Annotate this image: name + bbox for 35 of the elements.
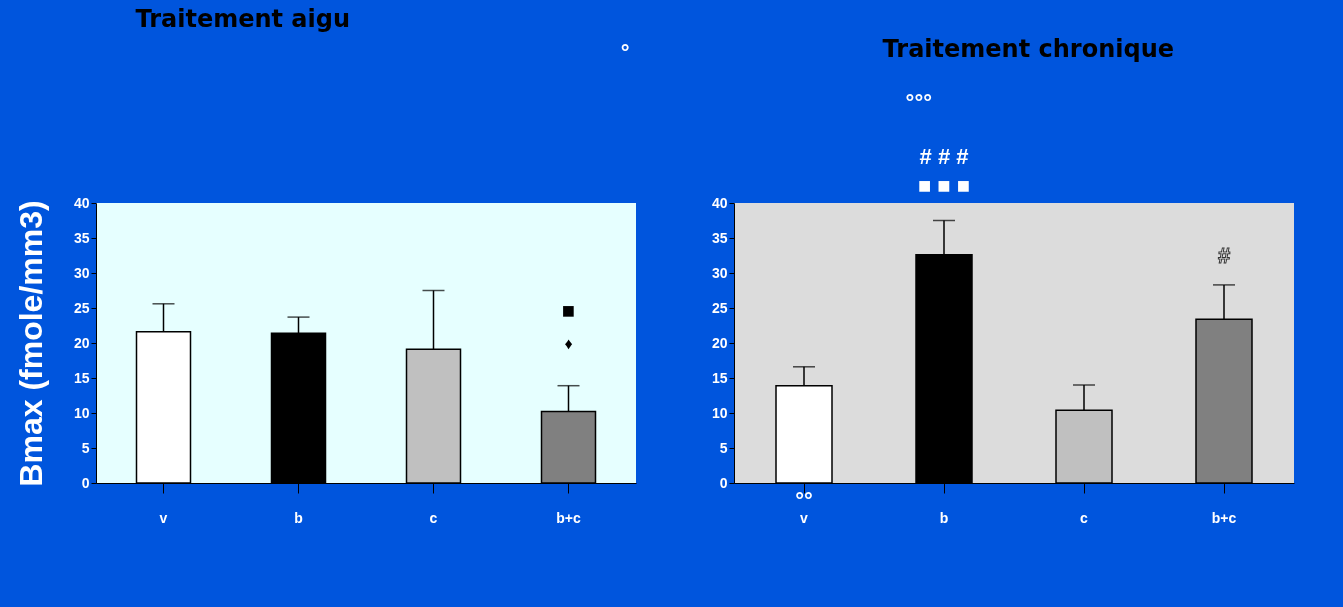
- y-tick-label: 20: [711, 334, 728, 351]
- x-tick-label: c: [429, 509, 438, 526]
- text: °°°: [905, 90, 932, 115]
- y-tick-label: 30: [73, 264, 90, 281]
- text: ■ ■ ■: [917, 173, 971, 198]
- x-tick-label: c: [1080, 509, 1089, 526]
- y-tick-label: 30: [711, 264, 728, 281]
- y-tick-label: 25: [711, 299, 728, 316]
- x-tick-label: b: [294, 509, 303, 526]
- y-tick-label: 35: [711, 229, 728, 246]
- y-tick-label: 15: [73, 369, 90, 386]
- y-tick-label: 35: [73, 229, 90, 246]
- x-tick-label: b+c: [1211, 509, 1237, 526]
- text: °: [620, 40, 630, 65]
- y-tick-label: 0: [81, 474, 90, 491]
- x-tick-label: b+c: [556, 509, 581, 526]
- y-axis-title: Bmax (fmole/mm3): [12, 200, 49, 487]
- chart-title: Traitement chronique: [882, 35, 1174, 63]
- y-tick-label: 25: [73, 299, 90, 316]
- y-tick-label: 10: [711, 404, 728, 421]
- y-tick-label: 0: [719, 474, 728, 491]
- x-tick-label: v: [159, 509, 168, 526]
- y-tick-label: 15: [711, 369, 728, 386]
- y-tick-label: 40: [73, 194, 90, 211]
- annotation: ■: [561, 298, 576, 323]
- y-tick-label: 5: [81, 439, 90, 456]
- text: # # #: [919, 144, 969, 169]
- y-tick-label: 5: [719, 439, 728, 456]
- x-tick-label: b: [939, 509, 949, 526]
- chart-title: Traitement aigu: [135, 5, 351, 33]
- y-tick-label: 10: [73, 404, 90, 421]
- y-tick-label: 40: [711, 194, 728, 211]
- annotation: #: [1217, 243, 1231, 268]
- y-tick-label: 20: [73, 334, 90, 351]
- annotation: ♦: [564, 335, 573, 352]
